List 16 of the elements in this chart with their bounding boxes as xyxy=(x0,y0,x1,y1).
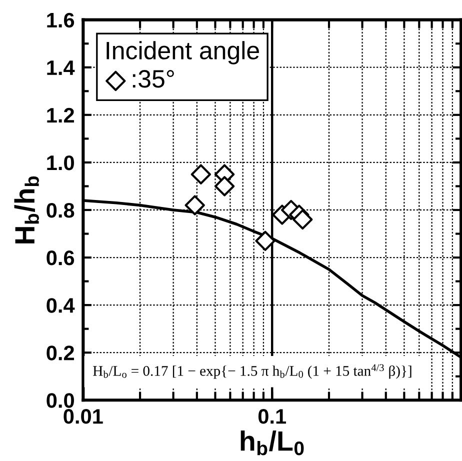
x-axis-title: h$_{b}$/L$_{0}$ xyxy=(240,430,304,456)
x-tick-label: 0.01 xyxy=(64,409,103,424)
legend-title: Incident angle xyxy=(106,41,259,64)
y-tick-label: 0.2 xyxy=(46,346,74,360)
y-tick-label: 0.0 xyxy=(46,393,74,408)
legend-label: :35° xyxy=(132,70,174,88)
x-tick-label: 0.1 xyxy=(258,409,286,424)
y-tick-label: 1.6 xyxy=(47,12,74,28)
y-tick-label: 0.8 xyxy=(46,202,74,218)
y-axis-title: H$_{b}$/h$_{b}$ xyxy=(14,176,39,244)
y-tick-label: 0.6 xyxy=(46,250,74,266)
y-tick-label: 1.2 xyxy=(47,108,74,122)
text: H$_{b}$/L$_{o}$ = 0.17 [1 − exp{− 1.5 π h$_{b}$/L$_{0}$ (1 + 15 tan$^{4/3}$ β)}] xyxy=(93,364,412,379)
y-tick-label: 1.4 xyxy=(47,60,75,75)
y-tick-label: 1.0 xyxy=(47,155,74,170)
y-tick-label: 0.4 xyxy=(46,298,75,313)
